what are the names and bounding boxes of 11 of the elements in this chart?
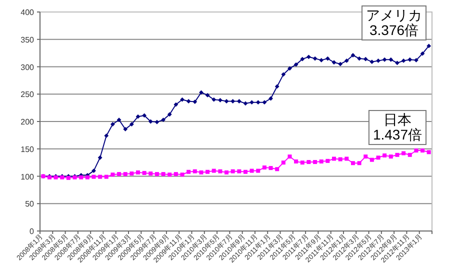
y-tick-label: 200: [20, 118, 35, 126]
y-tick-label: 100: [20, 172, 35, 182]
annotation: アメリカ 3.376倍: [366, 6, 422, 38]
annotation: 日本 1.437倍: [372, 112, 422, 143]
y-tick-label: 0: [30, 227, 35, 236]
y-tick-label: 50: [25, 200, 35, 209]
y-tick-label: 250: [20, 90, 35, 100]
y-tick-label: 300: [20, 62, 35, 72]
y-tick-label: 400: [20, 8, 35, 17]
y-tick-label: 150: [20, 144, 35, 154]
y-tick-label: 350: [20, 35, 35, 44]
